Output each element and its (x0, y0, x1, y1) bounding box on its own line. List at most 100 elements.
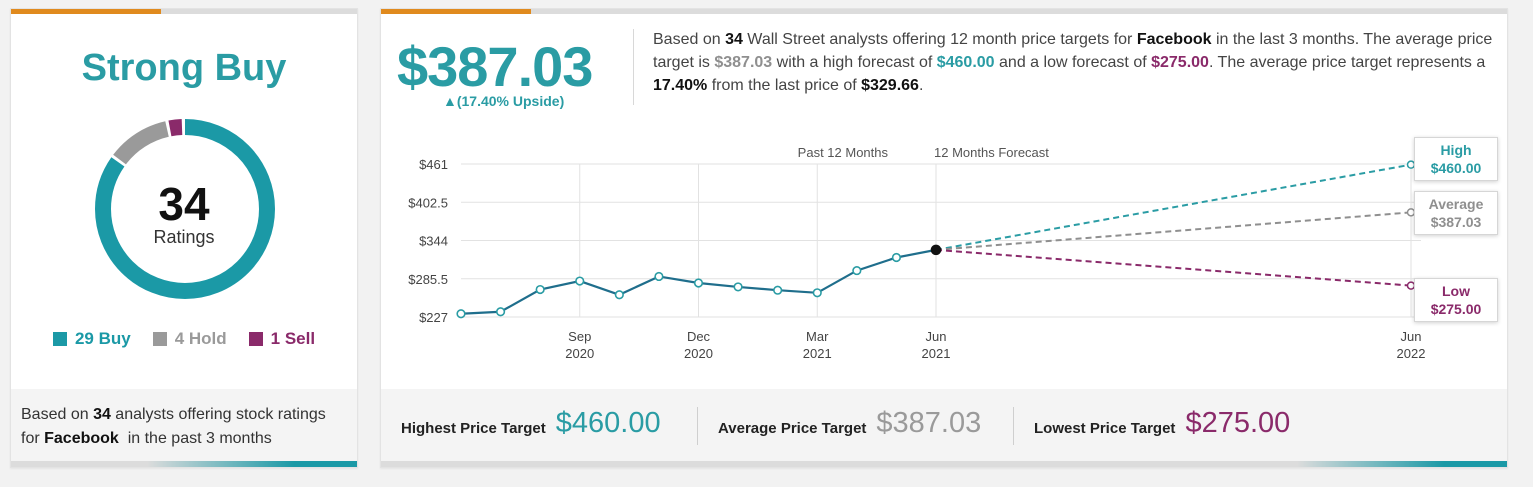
lowest-target-label: Lowest Price Target (1034, 420, 1176, 437)
footer-text-3: in the past 3 months (118, 430, 272, 447)
footer-text-2: analysts offering stock ratings for (21, 406, 326, 447)
card-top-accent (381, 9, 531, 14)
summary-high: $460.00 (936, 54, 995, 71)
forecast-line-average (935, 211, 1412, 251)
summary-text: . (918, 77, 924, 94)
consensus-rating: Strong Buy (81, 47, 287, 89)
forecast-tooltip-name: Average (1428, 196, 1484, 213)
average-target-value: $387.03 (876, 407, 982, 439)
donut-segment-hold (95, 119, 275, 299)
highest-target-group: Highest Price Target $460.00 (401, 407, 661, 440)
summary-average: $387.03 (714, 54, 773, 71)
x-tick-year: 2021 (922, 346, 951, 361)
lowest-target-group: Lowest Price Target $275.00 (1034, 407, 1290, 440)
card-top-bar (11, 9, 357, 14)
legend-buy-swatch (52, 332, 67, 346)
card-bottom-bar (11, 461, 357, 467)
legend-sell-swatch (248, 332, 263, 346)
legend-hold: 4 Hold (152, 329, 227, 349)
price-history-point[interactable] (812, 288, 822, 298)
summary-text: from the last price of (707, 77, 862, 94)
summary-text: Based on (653, 31, 726, 48)
price-target-footer: Highest Price Target $460.00 Average Pri… (381, 389, 1507, 467)
forecast-line-low (935, 248, 1412, 287)
legend-sell: 1 Sell (248, 329, 316, 349)
price-history-point[interactable] (654, 271, 664, 282)
donut-segment-buy (95, 119, 275, 299)
average-target-group: Average Price Target $387.03 (718, 407, 981, 440)
forecast-tooltip-average: Average $387.03 (1414, 191, 1498, 236)
summary-percent: 17.40% (653, 77, 708, 94)
price-target-chart: $461 $402.5 $344 $285.5 $227 Sep 2020 Dec 2020 Ma… (408, 145, 1426, 361)
y-tick-label: $344 (419, 234, 448, 249)
forecast-tooltip-value: $275.00 (1430, 300, 1482, 317)
price-history-point[interactable] (852, 265, 862, 276)
upside-percent: ▲(17.40% Upside) (443, 93, 565, 109)
summary-text: . The average price target represents a (1208, 54, 1486, 71)
summary-text: in the last 3 months. The average price … (653, 31, 1493, 71)
footer-analyst-count: 34 (93, 406, 111, 423)
price-target-summary: Based on 34 Wall Street analysts offerin… (653, 28, 1493, 97)
highest-target-value: $460.00 (555, 407, 661, 439)
summary-low: $275.00 (1151, 54, 1209, 71)
price-history-point[interactable] (614, 290, 624, 300)
x-tick-year: 2020 (565, 346, 594, 361)
summary-text: Wall Street analysts offering 12 month p… (742, 31, 1137, 48)
forecast-tooltip-high: High $460.00 (1414, 136, 1498, 181)
footer-text-1: Based on (21, 406, 94, 423)
forecast-tooltip-value: $460.00 (1430, 159, 1482, 176)
footer-divider (697, 407, 698, 445)
legend-hold-swatch (152, 332, 167, 346)
header-divider (633, 29, 634, 105)
x-tick-year: 2022 (1397, 346, 1426, 361)
ratings-legend: 29 Buy 4 Hold 1 Sell (11, 329, 357, 349)
summary-analysts: 34 (725, 31, 743, 48)
price-history-point[interactable] (535, 284, 545, 295)
x-tick-label: Jun (1401, 329, 1422, 344)
legend-buy-label: 29 Buy (74, 329, 131, 348)
card-bottom-gradient (1297, 461, 1507, 467)
average-target-label: Average Price Target (718, 420, 867, 437)
y-tick-label: $285.5 (408, 272, 448, 287)
average-price-target: $387.03 (397, 35, 593, 98)
ratings-donut-chart (95, 119, 275, 299)
analyst-consensus-card: Strong Buy 34 Ratings 29 Buy 4 Hold 1 Se… (10, 8, 358, 468)
y-tick-label: $402.5 (408, 195, 448, 210)
card-bottom-bar (381, 461, 1507, 467)
legend-buy: 29 Buy (52, 329, 131, 349)
card-bottom-gradient (147, 461, 357, 467)
summary-company: Facebook (1136, 31, 1212, 48)
x-tick-label: Dec (687, 329, 711, 344)
card-top-bar (381, 9, 1507, 14)
price-history-point[interactable] (733, 282, 743, 292)
section-label-past: Past 12 Months (798, 145, 889, 160)
y-tick-label: $461 (419, 157, 448, 172)
summary-last-price: $329.66 (861, 77, 919, 94)
summary-text: and a low forecast of (994, 54, 1152, 71)
price-history-point[interactable] (693, 278, 704, 288)
price-history-point[interactable] (456, 309, 466, 319)
x-tick-year: 2020 (684, 346, 713, 361)
current-price-point[interactable] (930, 244, 942, 256)
forecast-tooltip-value: $387.03 (1430, 214, 1482, 231)
x-tick-label: Mar (806, 329, 829, 344)
legend-sell-label: 1 Sell (270, 329, 316, 348)
price-history-point[interactable] (773, 285, 783, 295)
forecast-tooltip-name: High (1440, 141, 1472, 158)
forecast-line-high (935, 163, 1412, 251)
price-history-point[interactable] (495, 307, 506, 317)
price-history-point[interactable] (575, 276, 585, 286)
ratings-total-label: Ratings (153, 227, 215, 247)
legend-hold-label: 4 Hold (174, 329, 227, 348)
highest-target-label: Highest Price Target (401, 420, 546, 437)
price-target-card: $387.03 ▲(17.40% Upside) Based on 34 Wal… (380, 8, 1508, 468)
y-tick-label: $227 (419, 310, 448, 325)
lowest-target-value: $275.00 (1185, 407, 1291, 439)
consensus-footer-text: Based on 34 analysts offering stock rati… (11, 389, 357, 467)
x-tick-year: 2021 (803, 346, 832, 361)
footer-divider (1013, 407, 1014, 445)
price-history-point[interactable] (891, 252, 902, 263)
summary-text: with a high forecast of (772, 54, 937, 71)
x-tick-label: Jun (926, 329, 947, 344)
forecast-tooltip-low: Low $275.00 (1414, 277, 1498, 322)
